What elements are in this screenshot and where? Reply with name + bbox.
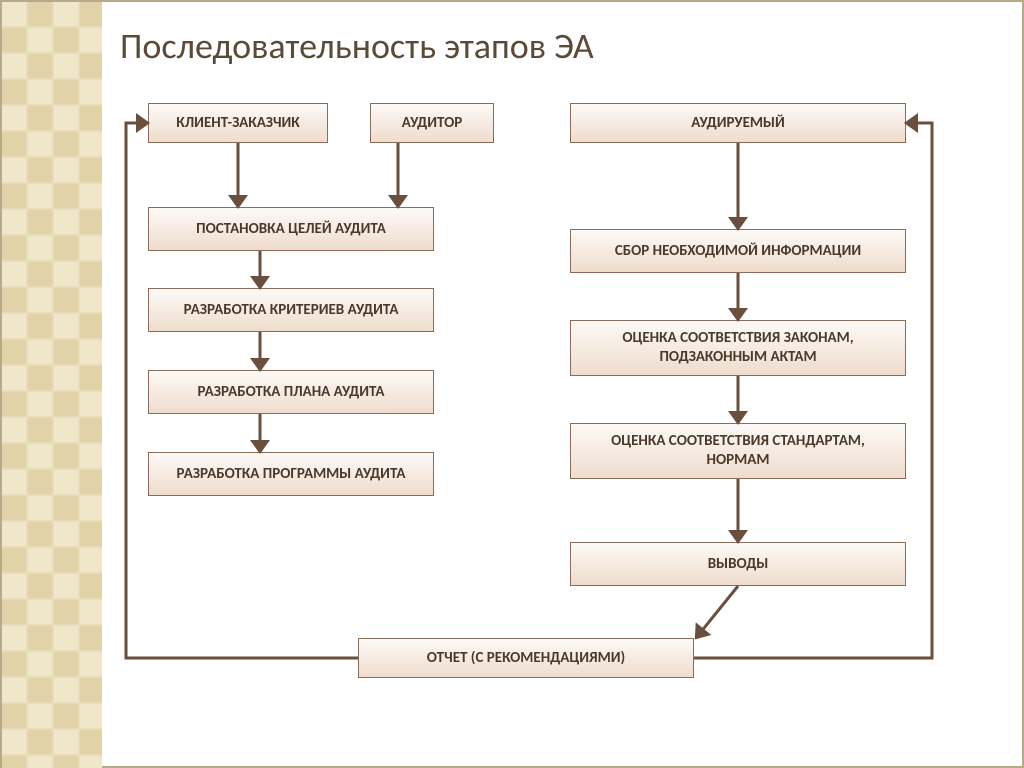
node-label: ОТЧЕТ (С РЕКОМЕНДАЦИЯМИ) (427, 649, 625, 668)
node-goals: ПОСТАНОВКА ЦЕЛЕЙ АУДИТА (148, 207, 434, 251)
node-label: РАЗРАБОТКА ПРОГРАММЫ АУДИТА (177, 465, 406, 484)
sidebar-pattern (2, 2, 102, 768)
node-label: РАЗРАБОТКА ПЛАНА АУДИТА (198, 383, 385, 402)
node-auditor: АУДИТОР (370, 103, 494, 143)
node-label: АУДИТОР (402, 114, 463, 133)
node-program: РАЗРАБОТКА ПРОГРАММЫ АУДИТА (148, 452, 434, 496)
node-client: КЛИЕНТ-ЗАКАЗЧИК (148, 103, 328, 143)
node-label: РАЗРАБОТКА КРИТЕРИЕВ АУДИТА (184, 301, 399, 320)
node-label: АУДИРУЕМЫЙ (691, 114, 785, 133)
node-label: ВЫВОДЫ (708, 555, 769, 574)
node-collect: СБОР НЕОБХОДИМОЙ ИНФОРМАЦИИ (570, 229, 906, 273)
node-label: ПОСТАНОВКА ЦЕЛЕЙ АУДИТА (196, 220, 386, 239)
node-criteria: РАЗРАБОТКА КРИТЕРИЕВ АУДИТА (148, 288, 434, 332)
node-conclusions: ВЫВОДЫ (570, 542, 906, 586)
node-label: ОЦЕНКА СООТВЕТСТВИЯ ЗАКОНАМ, ПОДЗАКОННЫМ… (579, 329, 897, 367)
node-plan: РАЗРАБОТКА ПЛАНА АУДИТА (148, 370, 434, 414)
slide-title: Последовательность этапов ЭА (120, 24, 594, 68)
node-label: КЛИЕНТ-ЗАКАЗЧИК (176, 114, 299, 133)
slide-root: Последовательность этапов ЭА КЛИЕНТ-ЗАКА… (0, 0, 1024, 768)
node-auditee: АУДИРУЕМЫЙ (570, 103, 906, 143)
node-label: ОЦЕНКА СООТВЕТСТВИЯ СТАНДАРТАМ, НОРМАМ (579, 432, 897, 470)
node-report: ОТЧЕТ (С РЕКОМЕНДАЦИЯМИ) (358, 638, 694, 678)
node-label: СБОР НЕОБХОДИМОЙ ИНФОРМАЦИИ (615, 242, 861, 261)
node-standards: ОЦЕНКА СООТВЕТСТВИЯ СТАНДАРТАМ, НОРМАМ (570, 423, 906, 479)
node-laws: ОЦЕНКА СООТВЕТСТВИЯ ЗАКОНАМ, ПОДЗАКОННЫМ… (570, 320, 906, 376)
